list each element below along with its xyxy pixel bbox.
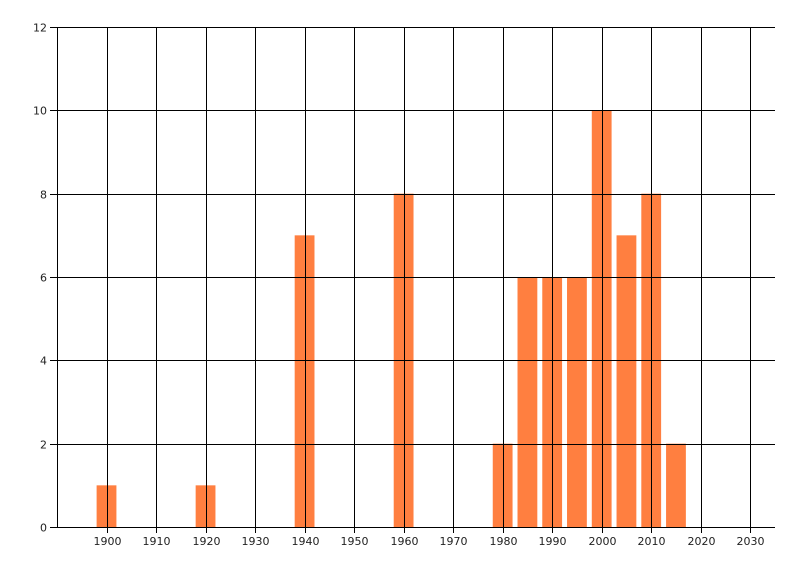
bar [492, 443, 513, 527]
x-tick-label: 1920 [193, 535, 221, 548]
x-tick-label: 2020 [688, 535, 716, 548]
x-tick-label: 1970 [440, 535, 468, 548]
x-tick-label: 1980 [490, 535, 518, 548]
bar [666, 443, 686, 527]
x-tick-label: 1900 [94, 535, 122, 548]
y-tick-label: 12 [33, 22, 47, 35]
y-tick-label: 0 [40, 522, 47, 535]
y-tick-label: 6 [40, 272, 47, 285]
y-tick-label: 8 [40, 189, 47, 202]
y-tick-label: 2 [40, 439, 47, 452]
x-tick-label: 1940 [292, 535, 320, 548]
bar [294, 235, 315, 528]
x-tick-label: 2000 [589, 535, 617, 548]
x-tick-label: 2030 [737, 535, 765, 548]
x-tick-label: 1990 [539, 535, 567, 548]
x-tick-label: 1960 [391, 535, 419, 548]
y-tick-label: 4 [40, 355, 47, 368]
bar [591, 110, 612, 527]
y-tick-label: 10 [33, 105, 47, 118]
x-tick-label: 2010 [638, 535, 666, 548]
bar [616, 235, 637, 528]
x-tick-label: 1950 [341, 535, 369, 548]
x-tick-label: 1910 [143, 535, 171, 548]
bar [195, 485, 216, 527]
bar [96, 485, 117, 527]
bar [517, 277, 538, 527]
bar [567, 277, 587, 527]
x-tick-label: 1930 [242, 535, 270, 548]
